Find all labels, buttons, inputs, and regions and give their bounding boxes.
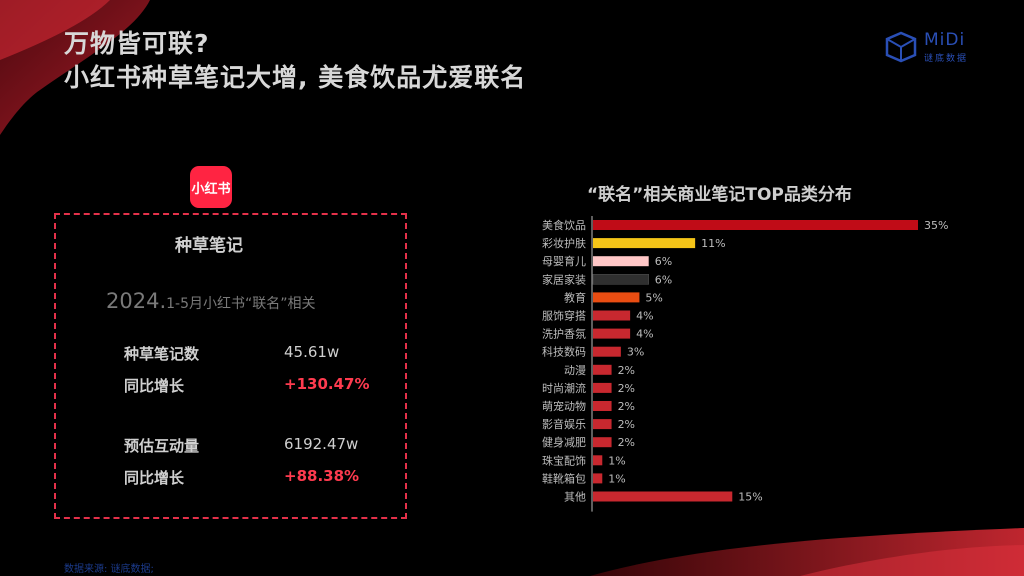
data-source-note: 数据来源: 谜底数据; [64,564,154,575]
category-tick-label: 健身减肥 [542,435,586,449]
category-tick-label: 时尚潮流 [542,381,586,395]
category-tick-label: 彩妆护肤 [542,236,586,250]
metrics-card: 种草笔记 2024.1-5月小红书“联名”相关 种草笔记数 45.61w 同比增… [54,213,407,519]
bar-value-label: 1% [608,454,625,467]
bar [593,310,631,321]
category-tick-label: 洗护香氛 [542,327,586,341]
category-tick-label: 母婴育儿 [542,254,586,268]
bar-value-label: 2% [618,364,635,377]
card-subheading-year: 2024. [106,289,167,313]
logo-subtitle: 谜底数据 [924,54,969,64]
bar-value-label: 2% [618,436,635,449]
card-heading: 种草笔记 [175,236,243,256]
bar-value-label: 11% [701,237,725,250]
category-tick-label: 教育 [564,290,586,304]
bar [593,238,696,249]
bar [593,419,612,430]
chart-title: “联名”相关商业笔记TOP品类分布 [587,185,852,205]
bar [593,292,640,303]
bar [593,256,649,267]
bar [593,473,603,484]
metric-label-notes-growth: 同比增长 [124,377,185,395]
title-line-2: 小红书种草笔记大增, 美食饮品尤爱联名 [64,63,527,92]
bar-value-label: 35% [924,219,948,232]
category-tick-label: 科技数码 [542,345,586,359]
metric-value-interactions-growth: +88.38% [284,467,360,485]
bar [593,437,612,448]
metric-value-interactions: 6192.47w [284,435,359,453]
bar [593,491,733,502]
title-line-1: 万物皆可联? [64,29,210,58]
category-tick-label: 家居家装 [542,272,586,286]
page-title: 万物皆可联? 小红书种草笔记大增, 美食饮品尤爱联名 [64,28,526,96]
category-tick-label: 美食饮品 [542,218,586,232]
bar-value-label: 6% [655,273,672,286]
brand-logo: MiDi 谜底数据 [884,30,980,66]
xiaohongshu-badge: 小红书 [190,166,232,208]
bar-value-label: 1% [608,472,625,485]
category-bar-chart: 美食饮品 35% 彩妆护肤 11% 母婴育儿 6% 家居家装 6% 教育 5% 服饰穿搭 4% 洗护香氛… [542,216,948,512]
bar [593,382,612,393]
category-tick-label: 影音娱乐 [542,417,586,431]
bar-value-label: 15% [738,491,762,504]
card-subheading: 2024.1-5月小红书“联名”相关 [106,289,316,313]
category-tick-label: 动漫 [564,363,586,377]
bar-value-label: 3% [627,346,644,359]
bar [593,401,612,411]
category-tick-label: 服饰穿搭 [542,309,586,323]
metric-label-interactions-growth: 同比增长 [124,469,185,487]
bar [592,274,649,285]
bar-value-label: 4% [636,310,653,323]
metric-value-notes-growth: +130.47% [284,375,370,393]
bar [593,455,603,466]
bar-value-label: 2% [618,382,635,395]
bar [593,364,612,375]
category-tick-label: 萌宠动物 [542,399,586,413]
metric-value-notes: 45.61w [284,343,340,361]
bar-value-label: 2% [618,418,635,431]
bar-value-label: 2% [618,400,635,413]
bar-value-label: 6% [655,255,672,268]
category-tick-label: 其他 [564,491,586,504]
category-tick-label: 珠宝配饰 [542,453,586,467]
logo-brand-name: MiDi [924,30,966,50]
bar [593,328,631,339]
metric-label-notes: 种草笔记数 [124,345,200,363]
bar-value-label: 5% [645,291,662,304]
bar-value-label: 4% [636,328,653,341]
metric-label-interactions: 预估互动量 [124,437,200,455]
xiaohongshu-badge-text: 小红书 [191,181,231,197]
bar [593,346,621,357]
category-tick-label: 鞋靴箱包 [542,471,586,485]
bar [593,220,918,230]
cube-logo-icon [885,31,917,63]
card-subheading-text: 1-5月小红书“联名”相关 [166,296,316,312]
